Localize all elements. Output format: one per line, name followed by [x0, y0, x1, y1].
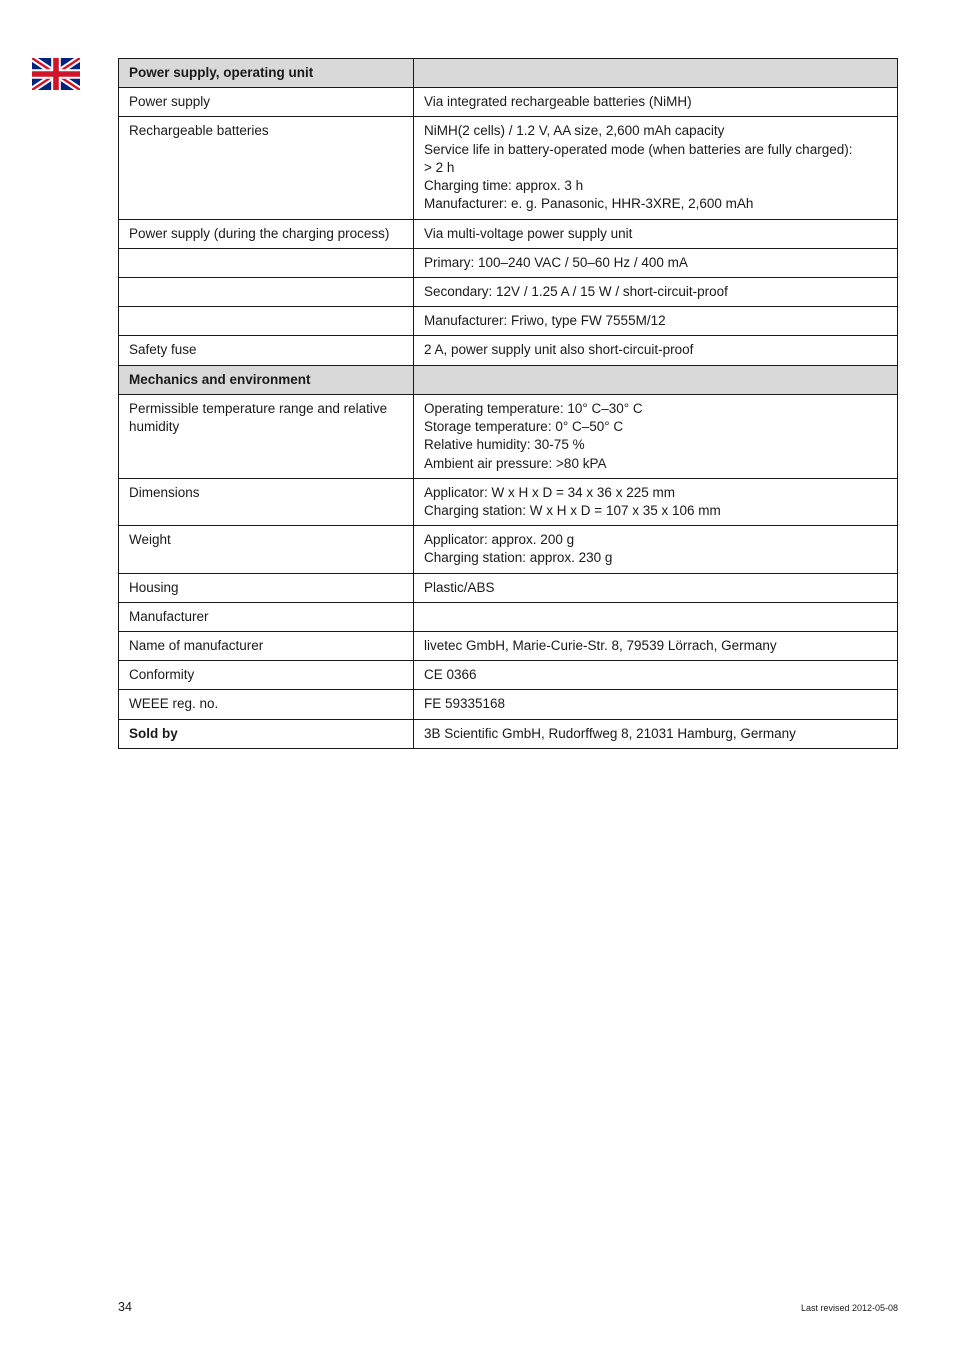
row-label: Safety fuse [119, 336, 414, 365]
row-label [119, 248, 414, 277]
table-row: HousingPlastic/ABS [119, 573, 898, 602]
table-row: Power supply (during the charging proces… [119, 219, 898, 248]
table-row: Name of manufacturerlivetec GmbH, Marie-… [119, 632, 898, 661]
row-label: WEEE reg. no. [119, 690, 414, 719]
row-label: Housing [119, 573, 414, 602]
row-label: Rechargeable batteries [119, 117, 414, 219]
row-value [414, 602, 898, 631]
section-header-empty [414, 365, 898, 394]
row-label: Dimensions [119, 478, 414, 525]
row-value: Manufacturer: Friwo, type FW 7555M/12 [414, 307, 898, 336]
row-value: CE 0366 [414, 661, 898, 690]
spec-table-container: Power supply, operating unitPower supply… [118, 58, 898, 749]
table-row: Manufacturer [119, 602, 898, 631]
page-number: 34 [118, 1300, 132, 1314]
row-value: Applicator: W x H x D = 34 x 36 x 225 mm… [414, 478, 898, 525]
table-row: Permissible temperature range and relati… [119, 394, 898, 478]
row-value: Applicator: approx. 200 gCharging statio… [414, 526, 898, 573]
table-row: Primary: 100–240 VAC / 50–60 Hz / 400 mA [119, 248, 898, 277]
table-row: Power supplyVia integrated rechargeable … [119, 88, 898, 117]
row-label: Manufacturer [119, 602, 414, 631]
section-header-label: Mechanics and environment [119, 365, 414, 394]
table-row: Sold by3B Scientific GmbH, Rudorffweg 8,… [119, 719, 898, 748]
table-row: WEEE reg. no.FE 59335168 [119, 690, 898, 719]
row-label: Conformity [119, 661, 414, 690]
uk-flag-icon [32, 58, 80, 90]
spec-table: Power supply, operating unitPower supply… [118, 58, 898, 749]
row-value: livetec GmbH, Marie-Curie-Str. 8, 79539 … [414, 632, 898, 661]
row-label: Power supply (during the charging proces… [119, 219, 414, 248]
table-section-header: Mechanics and environment [119, 365, 898, 394]
table-row: Manufacturer: Friwo, type FW 7555M/12 [119, 307, 898, 336]
table-row: ConformityCE 0366 [119, 661, 898, 690]
section-header-label: Power supply, operating unit [119, 59, 414, 88]
row-value: Via integrated rechargeable batteries (N… [414, 88, 898, 117]
table-row: WeightApplicator: approx. 200 gCharging … [119, 526, 898, 573]
table-row: DimensionsApplicator: W x H x D = 34 x 3… [119, 478, 898, 525]
row-label: Weight [119, 526, 414, 573]
table-section-header: Power supply, operating unit [119, 59, 898, 88]
row-value: Via multi-voltage power supply unit [414, 219, 898, 248]
row-label: Sold by [119, 719, 414, 748]
table-row: Rechargeable batteriesNiMH(2 cells) / 1.… [119, 117, 898, 219]
row-value: FE 59335168 [414, 690, 898, 719]
last-revised: Last revised 2012-05-08 [801, 1303, 898, 1313]
page-footer: 34 Last revised 2012-05-08 [118, 1300, 898, 1314]
row-label: Name of manufacturer [119, 632, 414, 661]
row-label: Permissible temperature range and relati… [119, 394, 414, 478]
row-value: Operating temperature: 10° C–30° CStorag… [414, 394, 898, 478]
row-value: 3B Scientific GmbH, Rudorffweg 8, 21031 … [414, 719, 898, 748]
row-value: 2 A, power supply unit also short-circui… [414, 336, 898, 365]
row-label [119, 307, 414, 336]
row-value: Primary: 100–240 VAC / 50–60 Hz / 400 mA [414, 248, 898, 277]
row-value: NiMH(2 cells) / 1.2 V, AA size, 2,600 mA… [414, 117, 898, 219]
row-value: Secondary: 12V / 1.25 A / 15 W / short-c… [414, 277, 898, 306]
row-label: Power supply [119, 88, 414, 117]
row-label [119, 277, 414, 306]
table-row: Secondary: 12V / 1.25 A / 15 W / short-c… [119, 277, 898, 306]
table-row: Safety fuse2 A, power supply unit also s… [119, 336, 898, 365]
row-value: Plastic/ABS [414, 573, 898, 602]
section-header-empty [414, 59, 898, 88]
